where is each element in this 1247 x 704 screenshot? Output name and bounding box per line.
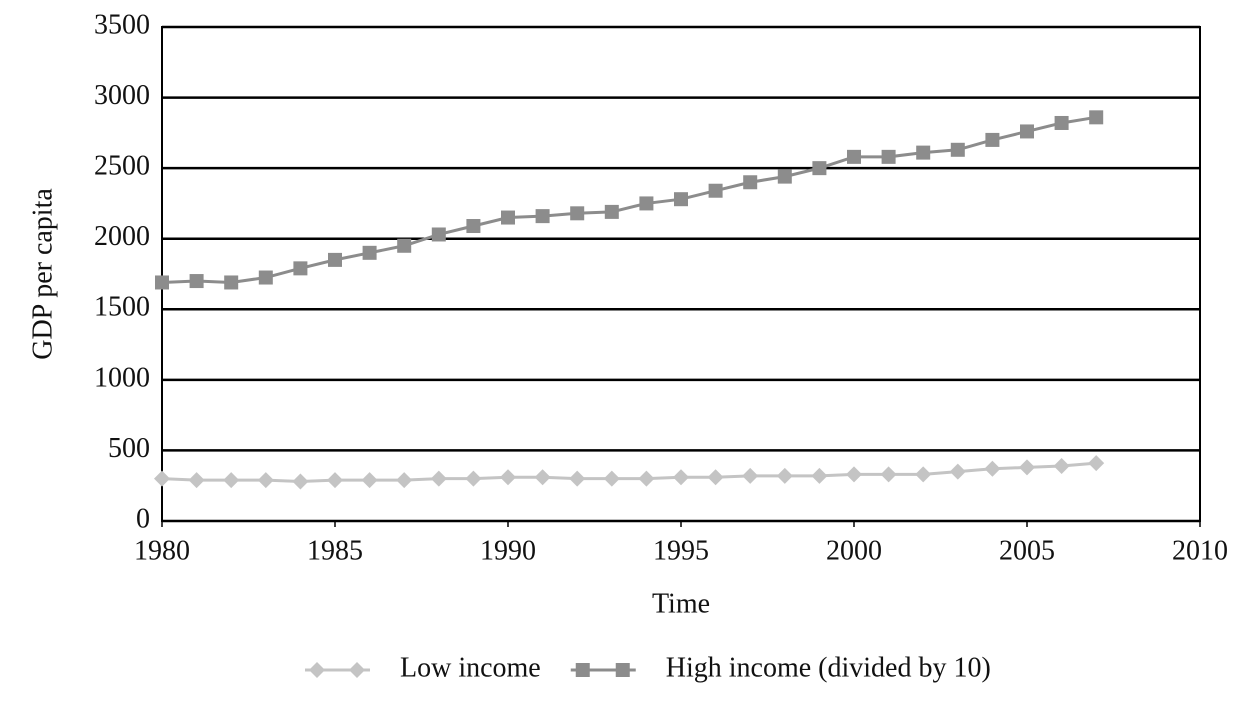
x-tick-label: 1995	[653, 535, 709, 566]
data-point	[1054, 115, 1069, 130]
data-point	[362, 245, 377, 260]
legend-marker	[615, 663, 630, 677]
data-point	[915, 466, 932, 483]
data-point	[569, 470, 586, 487]
data-point	[535, 209, 550, 224]
series-line	[161, 115, 1097, 284]
x-tick-label: 1985	[307, 535, 363, 566]
data-point	[707, 469, 724, 486]
legend-label: High income (divided by 10)	[666, 652, 991, 683]
y-tick-label: 1500	[94, 292, 150, 323]
data-point	[949, 463, 966, 480]
data-point	[223, 472, 240, 489]
data-point	[154, 470, 170, 487]
data-point	[501, 210, 515, 225]
data-point	[742, 467, 759, 484]
data-point	[881, 149, 896, 164]
data-point	[397, 238, 412, 253]
data-point	[639, 196, 654, 211]
data-point	[534, 469, 551, 486]
data-point	[1089, 110, 1104, 125]
data-point	[638, 470, 655, 487]
legend-marker	[575, 663, 590, 677]
data-point	[500, 469, 516, 486]
data-point	[950, 142, 965, 157]
data-point	[846, 466, 862, 483]
y-tick-label: 2500	[94, 151, 150, 182]
y-tick-label: 3500	[94, 9, 150, 40]
data-point	[257, 472, 274, 489]
data-point	[466, 219, 481, 234]
data-point	[604, 204, 619, 219]
data-point	[674, 192, 688, 207]
x-tick-label: 1980	[134, 535, 190, 566]
data-point	[1088, 455, 1105, 472]
data-point	[1053, 457, 1070, 474]
y-tick-label: 2000	[94, 221, 150, 252]
data-point	[984, 460, 1001, 477]
x-tick-label: 2005	[999, 535, 1055, 566]
data-point	[224, 275, 239, 290]
data-point	[743, 175, 758, 190]
data-point	[155, 275, 169, 290]
data-point	[361, 472, 378, 489]
data-point	[673, 469, 689, 486]
x-tick-label: 2010	[1172, 535, 1228, 566]
data-point	[603, 470, 620, 487]
x-axis-label: Time	[652, 588, 710, 619]
data-point	[430, 470, 447, 487]
data-point	[328, 252, 342, 267]
data-point	[258, 270, 273, 285]
y-tick-label: 500	[108, 433, 150, 464]
data-point	[985, 132, 1000, 147]
data-point	[1020, 124, 1034, 139]
plot-frame	[161, 26, 1201, 522]
data-point	[812, 161, 827, 176]
y-tick-label: 3000	[94, 80, 150, 111]
data-point	[431, 227, 446, 242]
data-point	[396, 472, 413, 489]
data-point	[880, 466, 897, 483]
series-line	[161, 461, 1097, 483]
data-point	[776, 467, 793, 484]
data-point	[465, 470, 482, 487]
y-axis-label: GDP per capita	[27, 188, 58, 360]
data-point	[811, 467, 828, 484]
data-point	[570, 206, 585, 221]
data-point	[293, 261, 308, 276]
x-tick-label: 1990	[480, 535, 536, 566]
data-point	[189, 274, 204, 289]
data-point	[1019, 459, 1035, 476]
legend-marker	[349, 662, 365, 678]
data-point	[327, 472, 343, 489]
x-tick-label: 2000	[826, 535, 882, 566]
y-tick-label: 1000	[94, 362, 150, 393]
data-point	[292, 473, 309, 490]
y-tick-label: 0	[136, 503, 150, 534]
data-point	[708, 183, 723, 198]
data-point	[777, 169, 792, 184]
data-point	[916, 145, 931, 160]
data-point	[847, 149, 861, 164]
legend-marker	[309, 662, 325, 678]
data-point	[188, 472, 205, 489]
legend-label: Low income	[400, 652, 541, 683]
